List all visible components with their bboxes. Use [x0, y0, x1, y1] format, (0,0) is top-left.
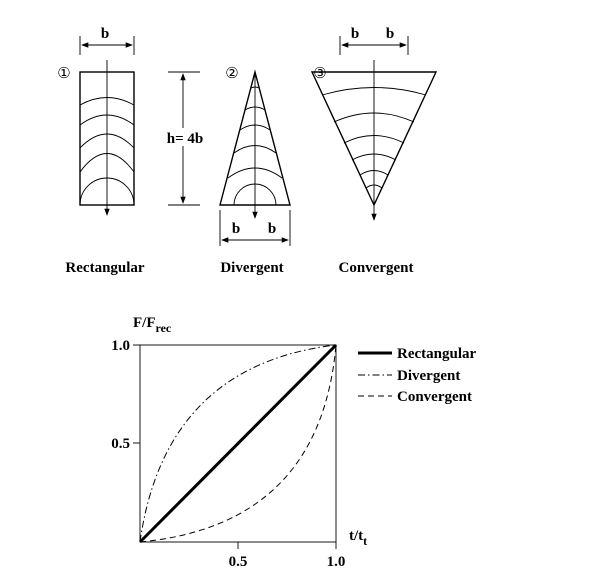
shape-label: Divergent [220, 260, 283, 276]
curve-convergent [139, 344, 337, 543]
dim-label: b [386, 26, 394, 42]
dim-label: b [268, 221, 276, 237]
shape-number: ③ [313, 66, 326, 82]
y-label: F/F [133, 315, 156, 331]
shape-number: ② [225, 66, 238, 82]
x-label-sub: t [363, 534, 367, 548]
height-label: h= 4b [167, 131, 203, 147]
shape-convergent: b b ③ Convergent [310, 26, 438, 276]
dim-label: b [351, 26, 359, 42]
x-label: t/t [349, 528, 363, 544]
shape-rectangular: b ① h= 4b Rectangular [57, 26, 210, 276]
shape-label: Rectangular [65, 260, 144, 276]
y-axis-label: F/Frec [133, 315, 172, 335]
x-tick-label: 1.0 [327, 554, 346, 570]
dim-label: b [101, 26, 109, 42]
legend-label: Rectangular [397, 346, 476, 362]
shape-number: ① [57, 66, 70, 82]
curve-divergent [139, 344, 337, 543]
x-tick-label: 0.5 [229, 554, 248, 570]
x-axis-label: t/tt [349, 528, 367, 548]
y-tick-label: 0.5 [111, 436, 130, 452]
dim-label: b [232, 221, 240, 237]
curve-rectangular [138, 343, 338, 544]
shape-divergent: b b ② Divergent [219, 66, 291, 276]
legend-label: Divergent [397, 368, 460, 384]
plot: 1.0 0.5 0.5 1.0 F/Frec t/tt Rectangular … [111, 315, 476, 570]
y-label-sub: rec [156, 321, 172, 335]
legend-label: Convergent [397, 389, 472, 405]
shape-label: Convergent [339, 260, 414, 276]
y-tick-label: 1.0 [111, 338, 130, 354]
